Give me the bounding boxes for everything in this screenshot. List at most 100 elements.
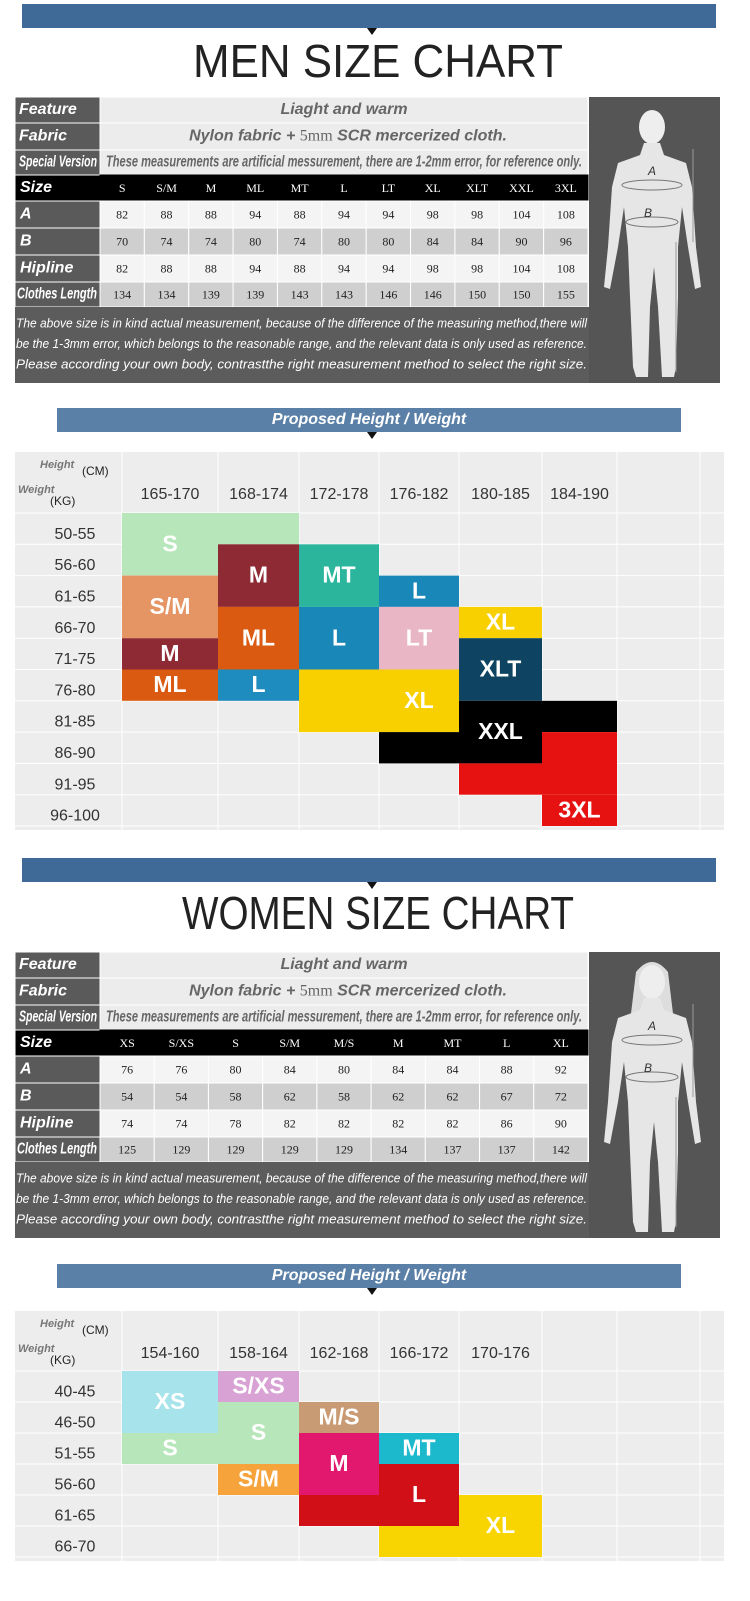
table-value: 74 xyxy=(205,234,217,248)
table-cell xyxy=(262,1109,318,1138)
measure-a xyxy=(621,1034,683,1046)
table-cell xyxy=(316,1136,372,1163)
weight-range: 96-100 xyxy=(50,808,100,825)
size-block xyxy=(122,1371,218,1433)
table-value: 80 xyxy=(338,234,350,248)
size-block xyxy=(459,606,542,639)
table-cell xyxy=(316,1109,372,1138)
size-header: S/M xyxy=(156,181,177,195)
figure-label: B xyxy=(644,1061,652,1075)
table-value: 139 xyxy=(202,287,220,301)
table-cell xyxy=(479,1082,535,1111)
size-header: ML xyxy=(246,181,264,195)
size-header: S/M xyxy=(279,1036,300,1050)
table-value: 150 xyxy=(468,287,486,301)
table-cell xyxy=(262,1136,318,1163)
size-header: MT xyxy=(443,1036,462,1050)
table-cell xyxy=(370,1082,426,1111)
weight-label: Weight xyxy=(18,1343,56,1355)
table-value: 88 xyxy=(294,207,306,221)
table-cell xyxy=(232,174,278,202)
size-block-label: ML xyxy=(242,624,275,650)
table-cell xyxy=(498,227,545,256)
table-value: 134 xyxy=(113,287,131,301)
table-value: 80 xyxy=(382,234,394,248)
info-cell xyxy=(99,977,589,1006)
size-block xyxy=(379,1433,459,1464)
table-value: 74 xyxy=(121,1116,133,1130)
weight-range: 61-65 xyxy=(55,588,96,605)
table-value: 96 xyxy=(560,234,572,248)
proposed-title: Proposed Height / Weight xyxy=(272,1267,467,1284)
size-block xyxy=(122,1433,218,1464)
size-header: XS xyxy=(119,1036,134,1050)
size-block-label: M xyxy=(249,562,268,588)
weight-range: 40-45 xyxy=(55,1384,96,1401)
table-value: 108 xyxy=(557,261,575,275)
table-value: 58 xyxy=(230,1089,242,1103)
table-value: 98 xyxy=(471,207,483,221)
size-block xyxy=(379,732,459,764)
table-value: 129 xyxy=(227,1142,245,1156)
weight-range: 71-75 xyxy=(55,651,96,668)
size-block xyxy=(218,1371,299,1402)
table-value: 129 xyxy=(172,1142,190,1156)
table-value: 90 xyxy=(515,234,527,248)
measure-b xyxy=(625,216,679,228)
weight-range: 86-90 xyxy=(55,745,96,762)
size-block-label: M xyxy=(160,640,179,666)
label-cell xyxy=(14,1082,101,1111)
section-title: MEN SIZE CHART xyxy=(193,35,563,87)
size-header: L xyxy=(340,181,347,195)
table-value: 125 xyxy=(118,1142,136,1156)
table-value: 142 xyxy=(552,1142,570,1156)
table-value: 88 xyxy=(161,261,173,275)
table-value: 98 xyxy=(427,261,439,275)
size-block-label: L xyxy=(332,624,346,650)
info-text-part: 5mm xyxy=(300,982,333,999)
size-block xyxy=(379,575,459,607)
row-label: Hipline xyxy=(20,260,73,277)
note-text: be the 1-3mm error, which belongs to the… xyxy=(16,1191,587,1206)
table-cell xyxy=(316,1082,372,1111)
label-cell xyxy=(14,1109,101,1138)
table-cell xyxy=(479,1109,535,1138)
table-value: 129 xyxy=(335,1142,353,1156)
note-text: Please according your own body, contrast… xyxy=(16,356,587,371)
label-cell xyxy=(14,200,101,229)
proposed-banner xyxy=(57,408,681,432)
weight-range: 66-70 xyxy=(55,620,96,637)
table-cell xyxy=(498,254,545,283)
section-banner xyxy=(22,858,716,882)
table-value: 74 xyxy=(294,234,306,248)
info-text: Liaght and warm xyxy=(280,956,407,973)
table-value: 80 xyxy=(230,1062,242,1076)
weight-range: 91-95 xyxy=(55,776,96,793)
table-cell xyxy=(365,174,412,202)
size-block-label: S xyxy=(251,1419,266,1445)
size-header: L xyxy=(503,1036,510,1050)
table-cell xyxy=(321,200,367,229)
table-value: 72 xyxy=(555,1089,567,1103)
note-cell xyxy=(15,1162,589,1238)
table-value: 108 xyxy=(557,207,575,221)
table-value: 88 xyxy=(501,1062,513,1076)
table-value: 137 xyxy=(498,1142,516,1156)
weight-range: 46-50 xyxy=(55,1415,96,1432)
table-cell xyxy=(410,254,456,283)
table-value: 82 xyxy=(116,261,128,275)
figure-label: A xyxy=(647,1019,656,1033)
size-block-label: MT xyxy=(402,1435,435,1461)
table-value: 82 xyxy=(284,1116,296,1130)
table-value: 155 xyxy=(557,287,575,301)
table-cell xyxy=(543,174,589,202)
label-cell xyxy=(14,96,101,124)
size-block xyxy=(299,669,379,733)
height-range: 154-160 xyxy=(141,1345,200,1362)
row-label: Fabric xyxy=(19,128,67,145)
pointer-triangle xyxy=(367,882,377,889)
table-cell xyxy=(153,1136,209,1163)
size-block xyxy=(459,638,542,701)
table-cell xyxy=(143,281,190,308)
